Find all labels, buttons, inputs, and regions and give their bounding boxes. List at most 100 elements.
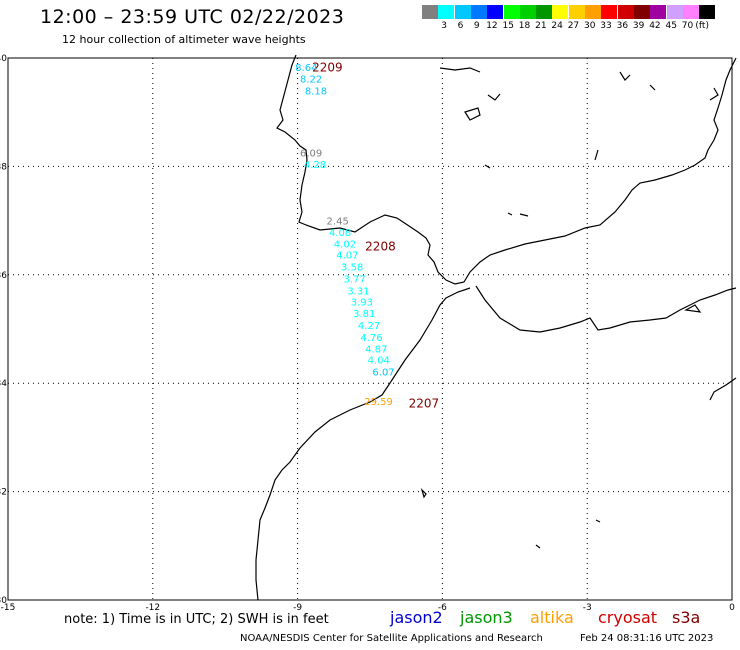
- swh-value: 4.04: [368, 356, 390, 367]
- satellite-name: s3a: [672, 608, 701, 627]
- legend-swatch: [601, 5, 618, 19]
- island-9: [484, 164, 491, 169]
- legend-swatch: [666, 5, 683, 19]
- legend-unit: (ft): [695, 21, 709, 31]
- island-4: [619, 71, 631, 81]
- swh-value: 8.18: [305, 86, 327, 97]
- y-tick-label: 30: [0, 596, 7, 606]
- legend-swatch: [585, 5, 601, 19]
- legend-swatch: [682, 5, 699, 19]
- map-plot: -15 -12 -9 -6 -3 0 30 32 34 36 38 40 2209 2208 2207 8…: [0, 54, 737, 610]
- legend-swatch: [487, 5, 504, 19]
- legend-label: 70: [681, 21, 694, 31]
- legend-swatch: [422, 5, 438, 19]
- legend-swatch: [536, 5, 553, 19]
- footer-note: note: 1) Time is in UTC; 2) SWH is in fe…: [64, 612, 329, 627]
- island-5: [649, 84, 656, 91]
- chart-subtitle: 12 hour collection of altimeter wave hei…: [62, 33, 306, 46]
- swh-value: 3.58: [341, 262, 363, 273]
- swh-value: 4.87: [365, 344, 387, 355]
- legend-swatch: [552, 5, 569, 19]
- y-tick-label: 38: [0, 162, 7, 172]
- legend-swatch: [438, 5, 455, 19]
- legend-swatch: [699, 5, 716, 19]
- legend-label: 33: [600, 21, 612, 31]
- legend-label: 15: [502, 21, 514, 31]
- island-7: [594, 149, 599, 161]
- swh-value: 8.64: [295, 63, 317, 74]
- legend-label: 18: [518, 21, 531, 31]
- legend-label: 24: [551, 21, 563, 31]
- swh-value: 4.28: [304, 160, 326, 171]
- lat-lon-grid: [8, 58, 732, 600]
- swh-value: 8.22: [300, 74, 322, 85]
- swh-value: 3.93: [351, 298, 373, 309]
- x-tick-label: -12: [145, 603, 160, 610]
- swh-value: 6.09: [300, 149, 322, 160]
- legend-label: 9: [473, 21, 480, 31]
- y-tick-label: 34: [0, 379, 7, 389]
- legend-label: 42: [649, 21, 661, 31]
- island-1: [439, 67, 481, 73]
- color-legend: 3 6 9 12 15 18 21 24 27 30 33 36 39 42 45 70 (ft): [0, 0, 740, 40]
- satellite-name: cryosat: [598, 608, 658, 627]
- plot-border: [7, 57, 733, 601]
- pass-id-label: 2209: [312, 61, 343, 75]
- pass-labels: 2209 2208 2207: [312, 61, 439, 411]
- island-3: [487, 93, 501, 101]
- legend-label: 39: [632, 21, 645, 31]
- swh-value: 2.45: [327, 216, 349, 227]
- legend-label: 21: [535, 21, 547, 31]
- x-tick-label: -3: [583, 603, 592, 610]
- swh-value: 3.81: [353, 309, 375, 320]
- satellite-name: jason2: [390, 608, 443, 627]
- legend-swatch: [633, 5, 650, 19]
- legend-swatch: [454, 5, 471, 19]
- swh-value: 3.77: [343, 274, 365, 285]
- island-12: [595, 519, 601, 523]
- swh-value: 4.76: [360, 333, 382, 344]
- legend-label: 45: [665, 21, 677, 31]
- generated-timestamp: Feb 24 08:31:16 UTC 2023: [580, 633, 714, 644]
- morocco-mediterranean-coast: [475, 285, 737, 333]
- legend-label: 30: [584, 21, 596, 31]
- island-2: [464, 107, 481, 121]
- north-africa-coast: [709, 377, 737, 401]
- x-tick-label: -15: [1, 603, 16, 610]
- y-tick-label: 40: [0, 54, 7, 64]
- wave-height-values: 8.648.228.18 6.094.28 2.454.084.024.073.58…: [295, 63, 394, 408]
- island-8: [507, 212, 529, 217]
- y-tick-label: 36: [0, 271, 7, 281]
- x-tick-label: -6: [438, 603, 447, 610]
- iberia-west-coast: [276, 54, 737, 285]
- island-11: [420, 487, 427, 499]
- x-tick-label: -9: [293, 603, 302, 610]
- y-tick-label: 32: [0, 488, 7, 498]
- pass-id-label: 2208: [365, 239, 396, 253]
- legend-swatch: [503, 5, 520, 19]
- legend-swatch: [617, 5, 634, 19]
- legend-swatch: [470, 5, 487, 19]
- legend-label: 3: [441, 21, 448, 31]
- swh-value: 4.27: [358, 321, 380, 332]
- swh-value: 29.59: [364, 397, 393, 408]
- chart-title: 12:00 – 23:59 UTC 02/22/2023: [40, 6, 345, 28]
- morocco-atlantic-coast: [255, 287, 471, 601]
- credit-line: NOAA/NESDIS Center for Satellite Applica…: [240, 633, 543, 644]
- swh-value: 4.08: [329, 228, 351, 239]
- axis-ticks: -15 -12 -9 -6 -3 0 30 32 34 36 38 40: [0, 54, 735, 610]
- satellite-name: jason3: [460, 608, 513, 627]
- legend-label: 27: [567, 21, 580, 31]
- legend-label: 36: [616, 21, 629, 31]
- swh-value: 4.02: [334, 240, 356, 251]
- legend-label: 12: [486, 21, 498, 31]
- swh-value: 3.31: [347, 286, 369, 297]
- legend-swatch: [650, 5, 667, 19]
- island-6: [709, 87, 719, 101]
- satellite-name: altika: [530, 608, 574, 627]
- x-tick-label: 0: [729, 603, 735, 610]
- map-frame: [7, 57, 733, 601]
- island-10: [684, 304, 702, 313]
- swh-value: 6.07: [372, 368, 394, 379]
- legend-swatch: [568, 5, 585, 19]
